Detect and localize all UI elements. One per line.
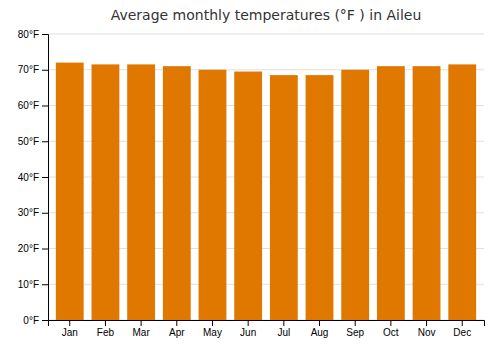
y-tick-mark xyxy=(42,70,48,71)
y-tick: 60°F xyxy=(18,100,48,111)
x-tick-mark xyxy=(69,320,70,326)
x-tick-mark xyxy=(390,320,391,326)
bar xyxy=(341,70,369,320)
x-tick-label: Mar xyxy=(133,327,151,338)
y-tick-mark xyxy=(42,34,48,35)
x-tick: Mar xyxy=(133,320,151,338)
x-tick: May xyxy=(203,320,222,338)
x-tick: Jan xyxy=(62,320,78,338)
y-tick-mark xyxy=(42,213,48,214)
x-tick-mark xyxy=(426,320,427,326)
bar xyxy=(199,70,227,320)
bar xyxy=(56,63,84,320)
y-tick: 0°F xyxy=(23,315,48,326)
x-tick-label: Jul xyxy=(277,327,290,338)
bar xyxy=(270,75,298,320)
y-axis-line xyxy=(42,35,49,321)
y-tick-mark xyxy=(42,249,48,250)
y-tick: 80°F xyxy=(18,29,48,40)
x-tick-mark xyxy=(283,320,284,326)
y-tick-label: 50°F xyxy=(18,136,39,147)
plot: 0°F 10°F 20°F 30°F 40°F 50°F 60°F 70°F 80°F Jan Fe… xyxy=(18,29,485,338)
bar xyxy=(92,64,120,320)
y-tick-mark xyxy=(42,320,48,321)
bar xyxy=(377,66,405,320)
x-tick-mark xyxy=(462,320,463,326)
x-tick: Aug xyxy=(311,320,329,338)
y-tick-label: 30°F xyxy=(18,207,39,218)
x-tick: Jul xyxy=(277,320,290,338)
x-tick-label: Apr xyxy=(169,327,185,338)
x-tick-mark xyxy=(248,320,249,326)
x-tick: Nov xyxy=(418,320,436,338)
x-tick-mark xyxy=(212,320,213,326)
y-axis: 0°F 10°F 20°F 30°F 40°F 50°F 60°F 70°F 80°F xyxy=(18,29,49,326)
grid-line xyxy=(48,34,484,35)
x-tick: Jun xyxy=(240,320,256,338)
x-tick-mark xyxy=(105,320,106,326)
x-tick-mark xyxy=(355,320,356,326)
y-tick: 30°F xyxy=(18,207,48,218)
y-tick-label: 60°F xyxy=(18,100,39,111)
x-tick-label: Aug xyxy=(311,327,329,338)
bar xyxy=(448,64,476,320)
y-tick-label: 0°F xyxy=(23,315,39,326)
bars xyxy=(56,63,476,320)
x-tick-label: Oct xyxy=(383,327,399,338)
y-tick-mark xyxy=(42,177,48,178)
y-tick-mark xyxy=(42,106,48,107)
x-tick-label: Jun xyxy=(240,327,256,338)
x-tick-mark xyxy=(319,320,320,326)
y-tick: 70°F xyxy=(18,64,48,75)
bar xyxy=(234,72,262,320)
y-tick-mark xyxy=(42,141,48,142)
y-tick-label: 20°F xyxy=(18,243,39,254)
bar xyxy=(413,66,441,320)
y-tick: 40°F xyxy=(18,172,48,183)
x-axis-line xyxy=(49,321,485,327)
y-tick-mark xyxy=(42,284,48,285)
x-tick-label: Dec xyxy=(453,327,471,338)
x-tick-label: Sep xyxy=(346,327,364,338)
grid xyxy=(48,34,484,320)
x-tick-label: Jan xyxy=(62,327,78,338)
x-tick-mark xyxy=(176,320,177,326)
y-tick: 10°F xyxy=(18,279,48,290)
bar xyxy=(163,66,191,320)
y-tick-label: 70°F xyxy=(18,64,39,75)
y-tick-label: 10°F xyxy=(18,279,39,290)
x-tick-label: Nov xyxy=(418,327,436,338)
y-tick: 20°F xyxy=(18,243,48,254)
x-tick: Dec xyxy=(453,320,471,338)
x-tick: Sep xyxy=(346,320,364,338)
x-tick-label: Feb xyxy=(97,327,115,338)
y-tick-label: 40°F xyxy=(18,172,39,183)
x-tick-label: May xyxy=(203,327,222,338)
chart-svg: 0°F 10°F 20°F 30°F 40°F 50°F 60°F 70°F 80°F Jan Fe… xyxy=(0,0,500,350)
x-tick: Apr xyxy=(169,320,185,338)
x-tick: Feb xyxy=(97,320,115,338)
x-axis: Jan Feb Mar Apr May Jun Jul Aug Sep Oct Nov Dec xyxy=(49,320,485,338)
title: Average monthly temperatures (°F ) in Ai… xyxy=(111,7,422,23)
bar xyxy=(306,75,334,320)
bar xyxy=(127,64,155,320)
x-tick-mark xyxy=(141,320,142,326)
y-tick: 50°F xyxy=(18,136,48,147)
x-tick: Oct xyxy=(383,320,399,338)
y-tick-label: 80°F xyxy=(18,29,39,40)
chart-container: 0°F 10°F 20°F 30°F 40°F 50°F 60°F 70°F 80°F Jan Fe… xyxy=(0,0,500,350)
